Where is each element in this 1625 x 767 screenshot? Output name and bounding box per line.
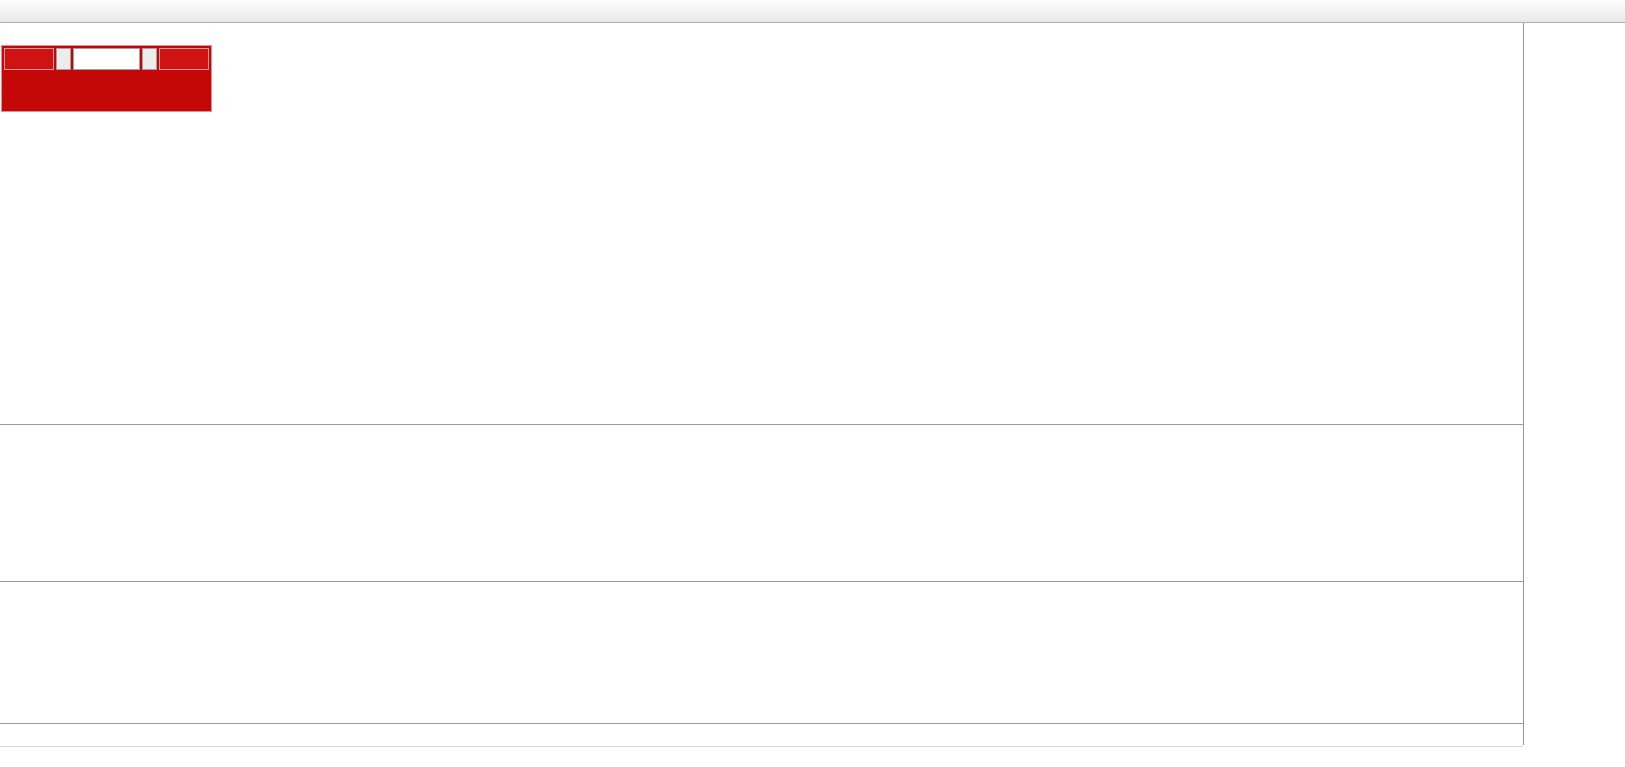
buy-button[interactable] — [159, 48, 209, 70]
rsi-chart[interactable] — [0, 582, 1523, 723]
lot-increase-button[interactable] — [142, 48, 157, 70]
time-axis[interactable] — [0, 723, 1523, 747]
toolbar — [0, 0, 1625, 23]
lot-decrease-button[interactable] — [56, 48, 71, 70]
trade-controls-row — [4, 48, 209, 70]
rsi-pane[interactable] — [0, 581, 1523, 723]
macd-pane[interactable] — [0, 424, 1523, 581]
main-chart-pane[interactable] — [0, 23, 1523, 424]
candlestick-chart[interactable] — [0, 23, 1523, 424]
macd-chart[interactable] — [0, 425, 1523, 581]
sell-button[interactable] — [4, 48, 54, 70]
bid-ask-row — [2, 72, 211, 111]
lot-size-input[interactable] — [73, 48, 140, 70]
one-click-trading-panel — [1, 45, 212, 112]
price-axis[interactable] — [1523, 23, 1625, 745]
